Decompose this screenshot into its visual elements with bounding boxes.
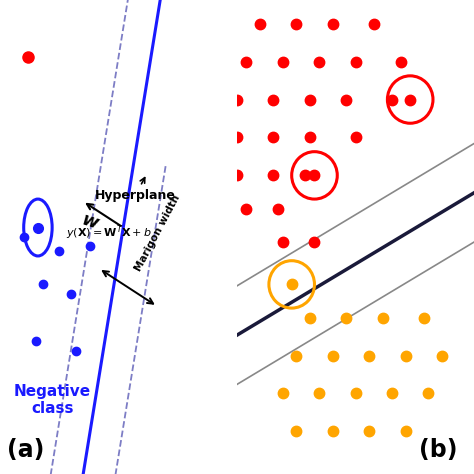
- Text: Negative
class: Negative class: [14, 384, 91, 416]
- Text: Marigon width: Marigon width: [133, 193, 182, 273]
- Text: w: w: [79, 210, 100, 233]
- Text: (a): (a): [7, 438, 45, 463]
- Text: Hyperplane: Hyperplane: [95, 178, 176, 202]
- Text: (b): (b): [419, 438, 458, 463]
- Text: $y(\mathbf{X}) = \mathbf{W}^T\mathbf{X} + b$: $y(\mathbf{X}) = \mathbf{W}^T\mathbf{X} …: [66, 224, 152, 242]
